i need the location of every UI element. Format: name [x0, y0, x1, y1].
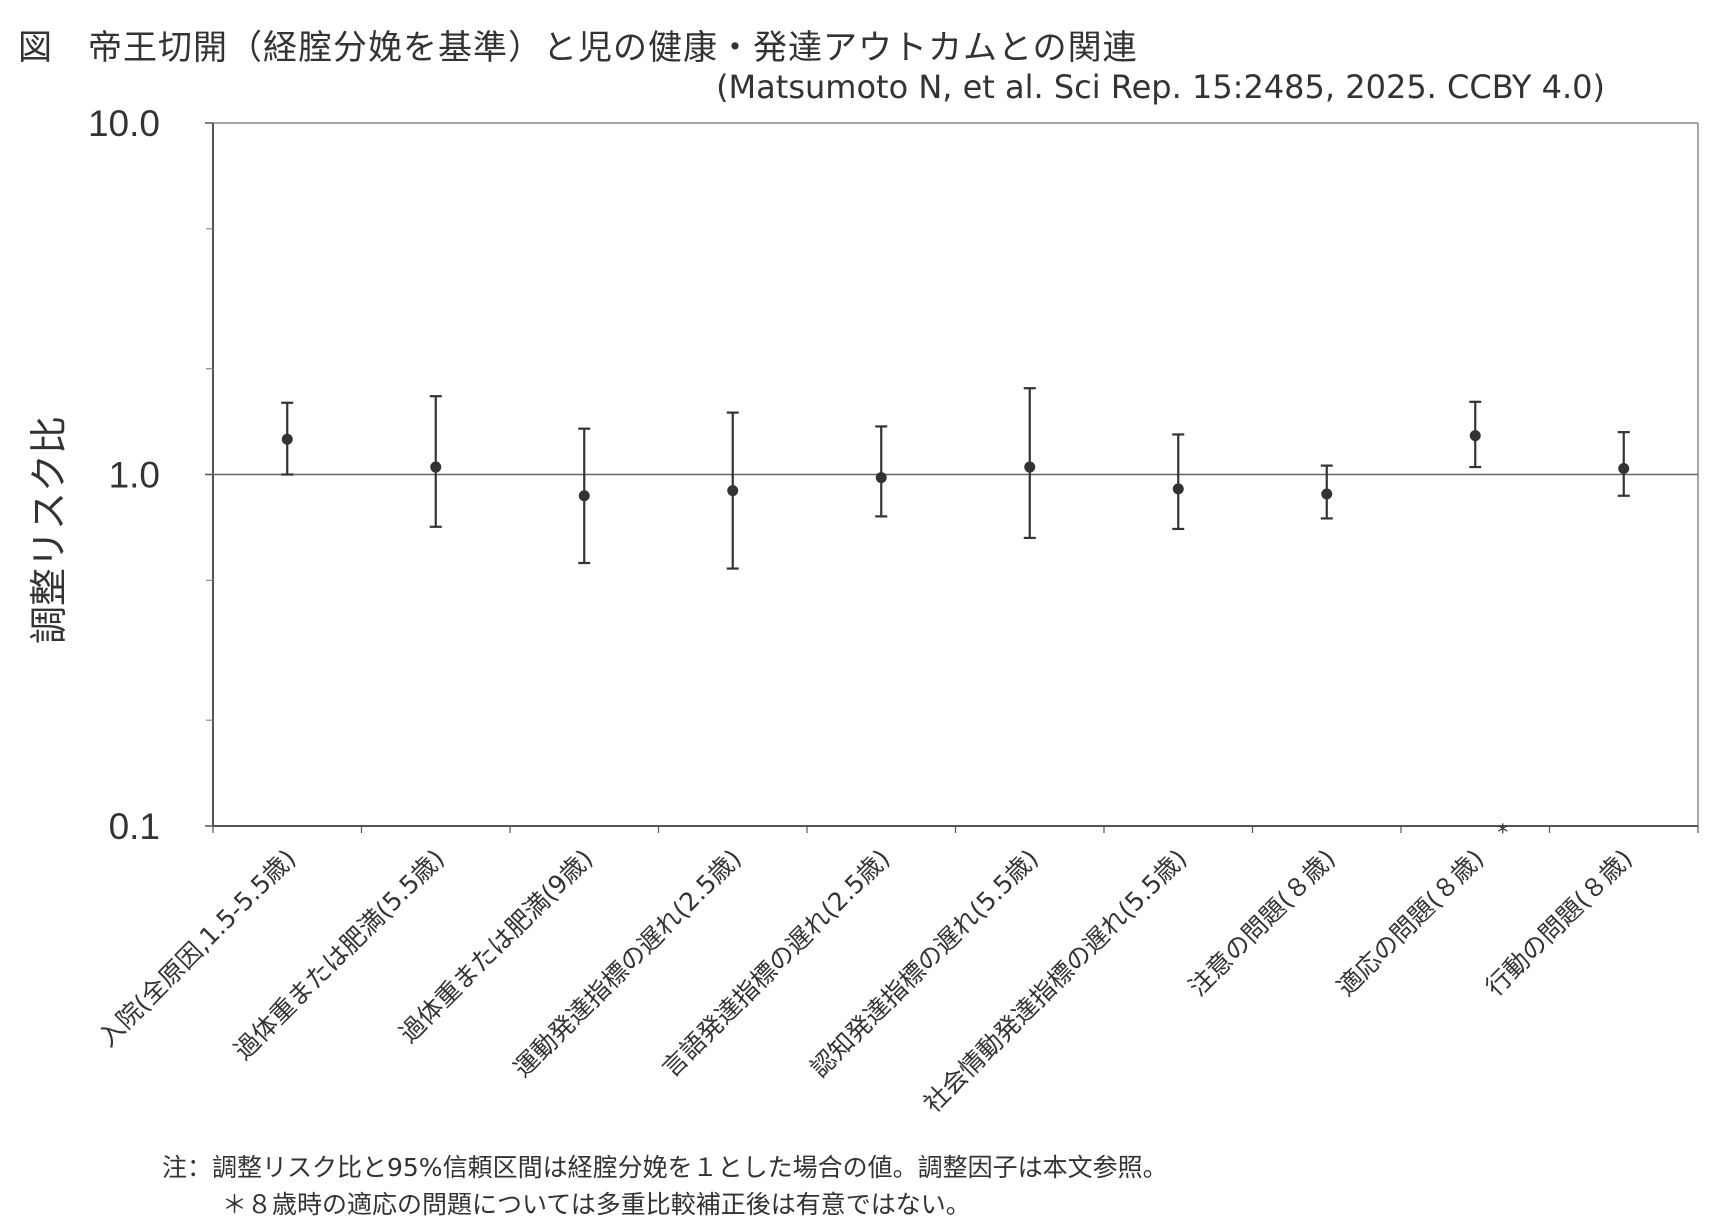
point-estimate-10 — [1618, 463, 1630, 475]
figure-title: 図 帝王切開（経腟分娩を基準）と児の健康・発達アウトカムとの関連 — [18, 28, 1138, 68]
data-marks — [281, 387, 1630, 570]
y-tick-label: 1.0 — [109, 455, 160, 496]
y-axis-label: 調整リスク比 — [27, 416, 71, 644]
point-estimate-3 — [578, 490, 590, 502]
figure-citation: (Matsumoto N, et al. Sci Rep. 15:2485, 2… — [716, 68, 1605, 106]
axes: 10.0 1.0 0.1 調整リスク比 — [27, 103, 1699, 847]
forest-plot: 10.0 1.0 0.1 調整リスク比 入院(全原因,1.5-5.5歳)過体重または肥… — [27, 103, 1699, 1118]
x-tick-label-10: 行動の問題(８歳) — [1480, 844, 1638, 1002]
significance-mark-9: * — [1497, 821, 1508, 846]
y-tick-label: 10.0 — [88, 103, 160, 144]
footnote-line-2: ＊８歳時の適応の問題については多重比較補正後は有意ではない。 — [222, 1190, 971, 1219]
point-estimate-8 — [1321, 488, 1333, 500]
y-tick-label: 0.1 — [109, 806, 160, 847]
x-tick-label-7: 社会情動発達指標の遅れ(5.5歳) — [918, 844, 1193, 1119]
point-estimate-5 — [875, 472, 887, 484]
point-estimate-4 — [727, 485, 739, 497]
x-tick-labels: 入院(全原因,1.5-5.5歳)過体重または肥満(5.5歳)過体重または肥満(9… — [93, 821, 1638, 1118]
point-estimate-7 — [1172, 483, 1184, 495]
point-estimate-9 — [1469, 430, 1481, 442]
footnote-line-1: 注：調整リスク比と95%信頼区間は経腟分娩を１とした場合の値。調整因子は本文参照… — [162, 1153, 1168, 1182]
point-estimate-2 — [430, 461, 442, 473]
x-tick-label-8: 注意の問題(８歳) — [1183, 844, 1341, 1002]
point-estimate-1 — [281, 433, 293, 445]
point-estimate-6 — [1024, 461, 1036, 473]
x-tick-label-9: 適応の問題(８歳) — [1331, 844, 1489, 1002]
